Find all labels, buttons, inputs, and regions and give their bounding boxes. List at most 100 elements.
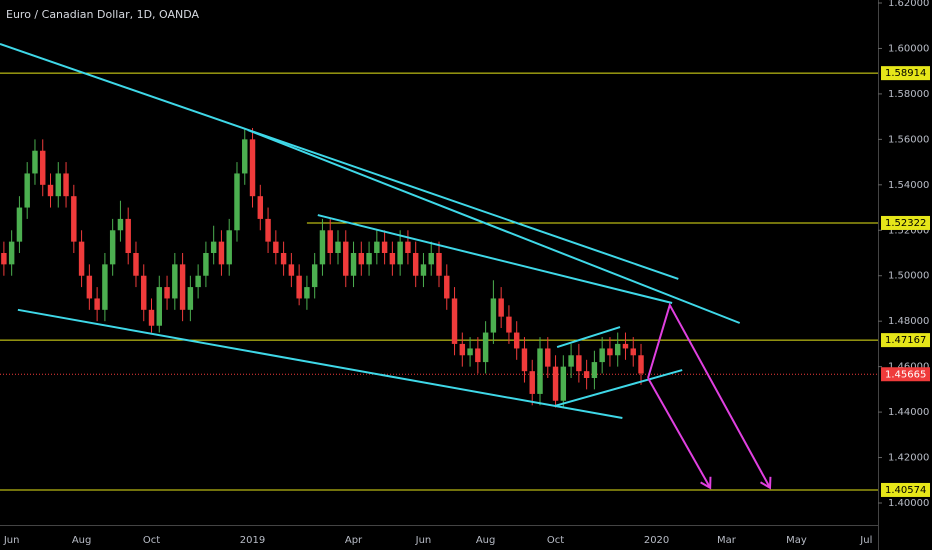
candle-body: [16, 207, 23, 242]
y-tick-label: 1.52000: [888, 225, 929, 236]
candle-body: [148, 309, 155, 326]
candle-body: [397, 241, 403, 265]
candle-body: [55, 173, 61, 197]
candle-body: [8, 241, 15, 265]
level-label: 1.47167: [885, 335, 926, 346]
x-tick-label: May: [786, 535, 807, 546]
candle-body: [296, 275, 302, 299]
candle-body: [319, 230, 326, 265]
arrow-head: [700, 476, 712, 490]
candle-body: [630, 348, 636, 356]
candle-body: [273, 241, 279, 253]
candle-body: [109, 230, 116, 265]
candle-body: [381, 241, 388, 253]
chart-title: Euro / Canadian Dollar, 1D, OANDA: [6, 8, 200, 21]
candle-body: [358, 253, 365, 265]
candle-body: [428, 253, 434, 265]
candle-body: [599, 348, 605, 363]
candle-body: [249, 139, 256, 197]
candle-body: [451, 298, 458, 344]
candle-body: [94, 298, 100, 310]
candle-body: [187, 287, 194, 310]
level-label: 1.52322: [885, 218, 926, 229]
candle-body: [498, 298, 504, 317]
candle-body: [576, 355, 582, 372]
candle-body: [218, 241, 225, 265]
candle-body: [179, 264, 186, 310]
candle-body: [47, 184, 54, 197]
candle-body: [133, 253, 139, 276]
current-price-box: [881, 367, 930, 382]
trend-line: [554, 369, 683, 407]
candle-body: [350, 253, 357, 276]
candle-body: [125, 218, 131, 253]
candle-body: [327, 230, 333, 253]
candle-body: [560, 366, 567, 401]
y-tick-label: 1.50000: [888, 271, 929, 282]
arrow-head: [759, 476, 772, 490]
candle-body: [102, 264, 108, 310]
candle-body: [583, 371, 590, 378]
candle-body: [537, 348, 543, 394]
x-tick-label: 2020: [644, 535, 669, 546]
candle-body: [117, 218, 124, 231]
candle-body: [513, 332, 520, 349]
x-tick-label: Aug: [476, 535, 496, 546]
trend-line: [247, 129, 741, 324]
candle-body: [210, 241, 217, 253]
candle-body: [257, 196, 264, 219]
candle-body: [63, 173, 69, 197]
candle-body: [1, 253, 7, 265]
candle-body: [164, 287, 170, 299]
candle-body: [607, 348, 613, 356]
candle-body: [552, 366, 559, 401]
y-tick-label: 1.42000: [888, 453, 929, 464]
x-tick-label: Apr: [345, 535, 363, 546]
candle-body: [71, 196, 77, 242]
candle-body: [78, 241, 85, 276]
y-tick-label: 1.46000: [888, 362, 929, 373]
candle-body: [506, 316, 512, 333]
candle-body: [374, 241, 380, 253]
x-tick-label: Oct: [143, 535, 160, 546]
x-tick-label: Mar: [717, 535, 737, 546]
candle-body: [622, 343, 629, 349]
x-tick-label: Oct: [547, 535, 564, 546]
plot-area: [0, 42, 878, 491]
x-tick-label: Aug: [72, 535, 92, 546]
candle-body: [444, 275, 450, 299]
level-label-box: [881, 333, 930, 348]
candle-body: [467, 348, 473, 356]
candle-body: [335, 241, 341, 253]
candle-body: [195, 275, 201, 288]
candle-body: [86, 275, 93, 299]
arrow: [647, 377, 712, 489]
candle-body: [591, 362, 598, 378]
current-price-label: 1.45665: [885, 369, 926, 380]
candle-body: [40, 150, 46, 185]
level-label-box: [881, 482, 930, 497]
candle-body: [172, 264, 178, 299]
candle-body: [389, 253, 396, 265]
candle-body: [482, 332, 489, 363]
candle-body: [288, 264, 295, 276]
candle-body: [226, 230, 232, 265]
y-tick-label: 1.58000: [888, 89, 929, 100]
y-tick-label: 1.54000: [888, 180, 929, 191]
candle-body: [265, 218, 271, 242]
candle-body: [156, 287, 163, 326]
candle-body: [32, 150, 38, 174]
candle-body: [420, 264, 427, 276]
candle-body: [304, 287, 310, 299]
candle-body: [521, 348, 528, 372]
y-tick-label: 1.60000: [888, 43, 929, 54]
level-label-box: [881, 215, 930, 230]
candle-body: [203, 253, 209, 276]
x-tick-label: 2019: [240, 535, 265, 546]
candle-body: [234, 173, 240, 231]
y-tick-label: 1.56000: [888, 134, 929, 145]
trend-line: [556, 326, 621, 349]
candle-body: [311, 264, 318, 288]
candle-body: [141, 275, 147, 310]
